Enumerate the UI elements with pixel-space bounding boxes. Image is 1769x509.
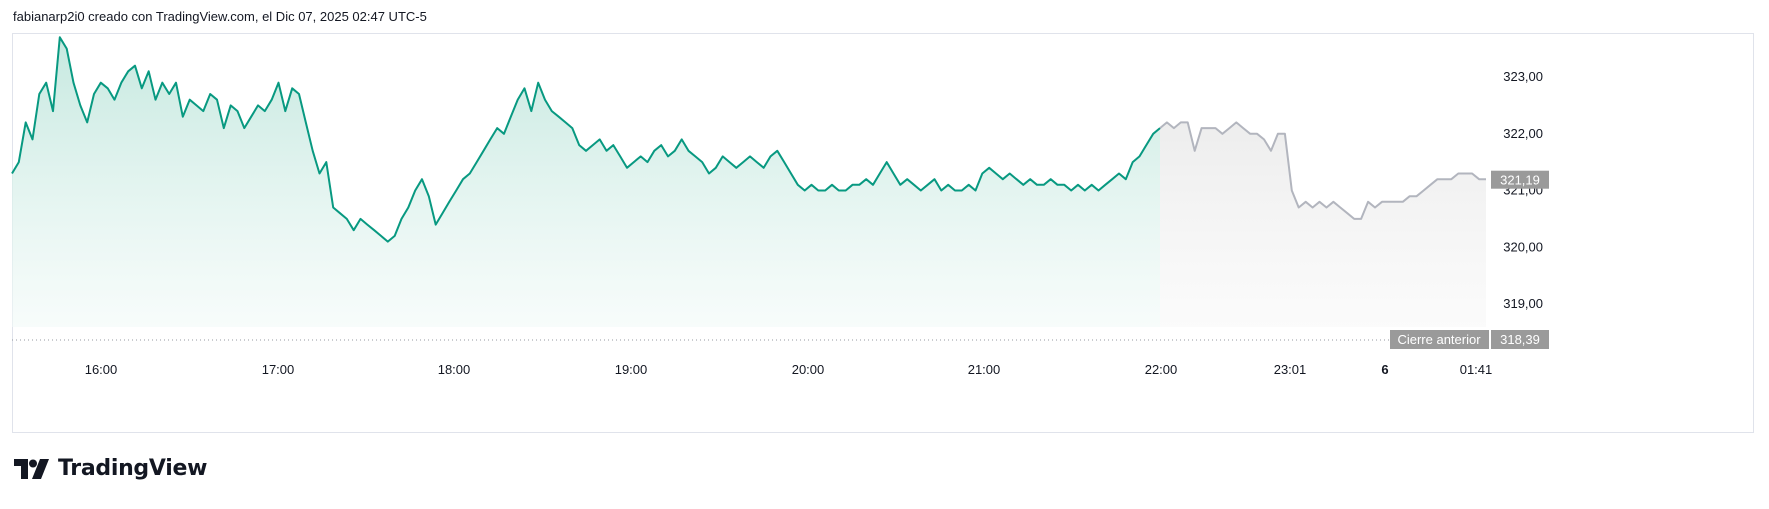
y-tick-label: 319,00 (1503, 296, 1543, 311)
x-tick-label: 19:00 (615, 362, 648, 377)
tradingview-logo-icon (14, 458, 49, 479)
y-tick-label: 322,00 (1503, 126, 1543, 141)
extended-session-area (1160, 122, 1486, 328)
x-tick-label: 22:00 (1145, 362, 1178, 377)
regular-session-line[interactable] (11, 36, 1161, 243)
tradingview-logo[interactable]: TradingView (14, 456, 207, 481)
x-tick-label: 01:41 (1460, 362, 1493, 377)
last-price-label: 321,19 (1500, 173, 1540, 188)
x-tick-label: 17:00 (262, 362, 295, 377)
chart-caption: fabianarp2i0 creado con TradingView.com,… (13, 9, 427, 24)
tradingview-logo-text: TradingView (58, 456, 208, 481)
x-tick-label: 21:00 (968, 362, 1001, 377)
x-tick-label: 23:01 (1274, 362, 1307, 377)
previous-close-value: 318,39 (1500, 332, 1540, 347)
y-tick-label: 323,00 (1503, 69, 1543, 84)
x-tick-label: 18:00 (438, 362, 471, 377)
previous-close-value-badge (1491, 330, 1549, 349)
regular-session-area (12, 37, 1160, 328)
previous-close-text: Cierre anterior (1397, 332, 1481, 347)
x-tick-label: 16:00 (85, 362, 118, 377)
y-tick-label: 320,00 (1503, 239, 1543, 254)
previous-close-tag (1390, 330, 1489, 349)
x-tick-label: 20:00 (792, 362, 825, 377)
x-tick-label: 6 (1381, 362, 1388, 377)
last-price-badge (1491, 170, 1549, 189)
extended-session-line[interactable] (1159, 121, 1486, 220)
